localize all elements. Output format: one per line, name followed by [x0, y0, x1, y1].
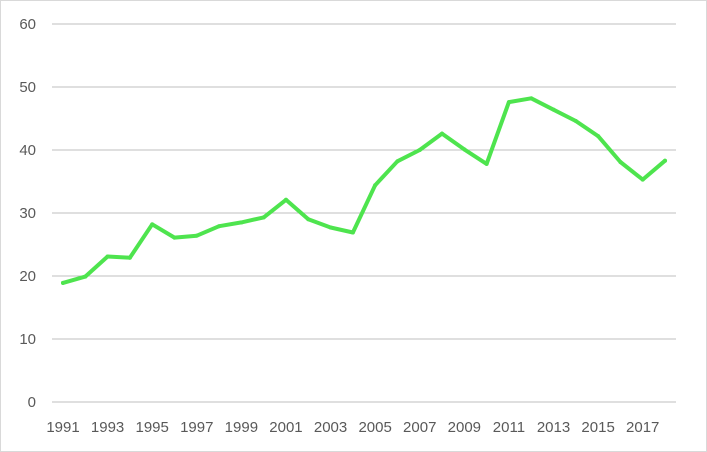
x-tick-label: 1997: [180, 419, 213, 436]
data-point: [105, 254, 110, 259]
data-point: [194, 233, 199, 238]
x-tick-label: 2009: [448, 419, 481, 436]
data-point: [618, 159, 623, 164]
x-tick-label: 2007: [403, 419, 436, 436]
data-point: [306, 217, 311, 222]
series-layer: [61, 96, 667, 285]
y-tick-label: 40: [19, 142, 36, 159]
data-point: [395, 159, 400, 164]
x-tick-label: 1991: [46, 419, 79, 436]
x-axis-tick-labels: 1991 1993 1995 1997 1999 2001 2003 2005 …: [46, 419, 659, 436]
data-point: [462, 147, 467, 152]
data-point: [573, 119, 578, 124]
data-point: [328, 225, 333, 230]
x-tick-label: 2013: [537, 419, 570, 436]
data-point: [506, 100, 511, 105]
y-axis-tick-labels: 0 10 20 30 40 50 60: [19, 16, 36, 411]
y-tick-label: 30: [19, 205, 36, 222]
data-point: [640, 177, 645, 182]
data-point: [440, 131, 445, 136]
data-point: [150, 222, 155, 227]
data-point: [350, 230, 355, 235]
data-point: [283, 197, 288, 202]
data-point: [596, 134, 601, 139]
series-line: [61, 96, 667, 285]
x-tick-label: 1993: [91, 419, 124, 436]
x-tick-label: 2017: [626, 419, 659, 436]
x-tick-label: 2011: [493, 419, 525, 436]
x-tick-label: 1999: [225, 419, 258, 436]
data-point: [239, 220, 244, 225]
data-point: [127, 255, 132, 260]
x-tick-label: 2001: [269, 419, 302, 436]
data-point: [172, 235, 177, 240]
data-point: [83, 274, 88, 279]
y-tick-label: 0: [28, 394, 36, 411]
data-point: [261, 215, 266, 220]
data-point: [529, 96, 534, 101]
x-tick-label: 2005: [358, 419, 391, 436]
data-point: [373, 183, 378, 188]
y-tick-label: 20: [19, 268, 36, 285]
x-tick-label: 2003: [314, 419, 347, 436]
y-tick-label: 60: [19, 16, 36, 33]
x-tick-label: 1995: [135, 419, 168, 436]
y-tick-label: 10: [19, 331, 36, 348]
data-point: [61, 280, 65, 285]
data-point: [551, 107, 556, 112]
x-tick-label: 2015: [581, 419, 614, 436]
y-tick-label: 50: [19, 79, 36, 96]
data-point: [217, 224, 222, 229]
gridlines: [52, 23, 676, 403]
data-point: [663, 158, 667, 163]
data-point: [484, 161, 489, 166]
data-point: [417, 148, 422, 152]
